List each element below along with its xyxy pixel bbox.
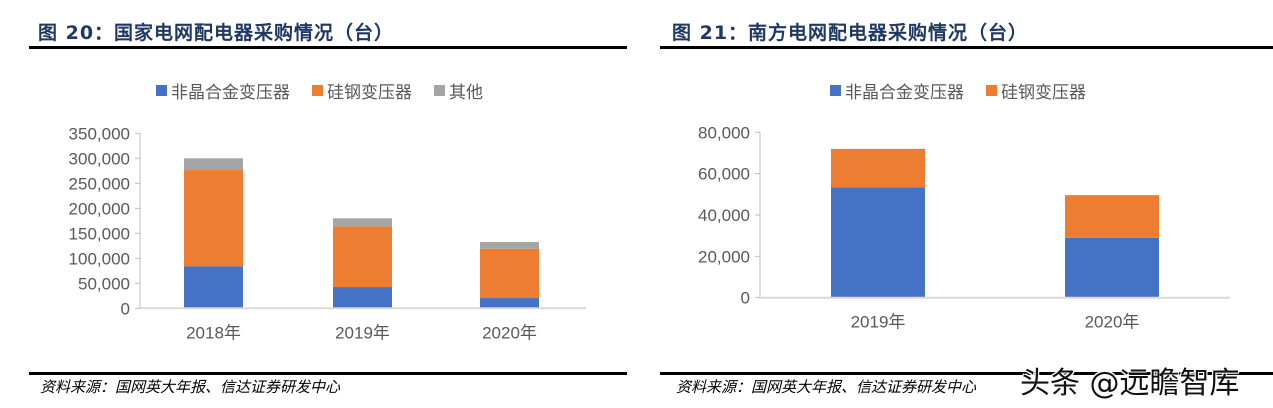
right-source-note: 资料来源：国网英大年报、信达证券研发中心: [676, 378, 977, 396]
y-tick-label: 80,000: [698, 123, 750, 142]
left-title-rule: [29, 46, 627, 49]
legend-swatch-icon: [156, 85, 167, 96]
legend-label: 其他: [449, 83, 483, 103]
bar-segment: [333, 287, 392, 309]
right-title-rule: [660, 46, 1273, 49]
legend-item: 硅钢变压器: [986, 78, 1086, 103]
left-source-rule: [29, 372, 627, 375]
right-legend: 非晶合金变压器 硅钢变压器: [830, 78, 1108, 103]
x-category-label: 2018年: [186, 323, 241, 342]
right-source-rule: [660, 372, 1273, 375]
legend-label: 非晶合金变压器: [171, 83, 290, 103]
bar-segment: [1065, 195, 1159, 238]
x-category-label: 2019年: [851, 313, 906, 332]
bar-segment: [184, 266, 243, 309]
y-tick-label: 50,000: [78, 274, 130, 293]
y-tick-label: 20,000: [698, 247, 750, 266]
left-chart-plot: 0 50,000 100,000 150,000 200,000 250,000 300,0…: [69, 124, 586, 342]
legend-swatch-icon: [986, 85, 997, 96]
x-category-label: 2020年: [482, 323, 537, 342]
y-tick-label: 250,000: [69, 174, 130, 193]
legend-swatch-icon: [830, 85, 841, 96]
bar-segment: [831, 187, 925, 298]
y-tick-label: 150,000: [69, 224, 130, 243]
x-category-label: 2020年: [1085, 313, 1140, 332]
legend-item: 非晶合金变压器: [830, 78, 964, 103]
bar-segment: [831, 148, 925, 188]
bar-segment: [480, 248, 539, 299]
legend-item: 非晶合金变压器: [156, 78, 290, 103]
bar-segment: [480, 242, 539, 249]
bar-segment: [480, 298, 539, 309]
bar-segment: [184, 170, 243, 267]
y-tick-label: 0: [121, 299, 130, 318]
legend-label: 非晶合金变压器: [845, 83, 964, 103]
legend-label: 硅钢变压器: [327, 83, 412, 103]
bar-segment: [184, 158, 243, 171]
right-chart-title: 图 21：南方电网配电器采购情况（台）: [672, 22, 1029, 44]
y-tick-label: 350,000: [69, 124, 130, 143]
y-tick-label: 100,000: [69, 249, 130, 268]
right-chart-plot: 0 20,000 40,000 60,000 80,000 2019年 2020年: [698, 123, 1230, 332]
legend-swatch-icon: [312, 85, 323, 96]
y-tick-label: 40,000: [698, 206, 750, 225]
legend-item: 其他: [434, 78, 483, 103]
x-category-label: 2019年: [335, 323, 390, 342]
legend-label: 硅钢变压器: [1001, 83, 1086, 103]
left-source-note: 资料来源：国网英大年报、信达证券研发中心: [40, 378, 341, 396]
y-tick-label: 300,000: [69, 149, 130, 168]
left-legend: 非晶合金变压器 硅钢变压器 其他: [156, 78, 505, 103]
legend-item: 硅钢变压器: [312, 78, 412, 103]
bar-segment: [333, 226, 392, 288]
y-tick-label: 200,000: [69, 199, 130, 218]
bar-segment: [1065, 237, 1159, 298]
watermark: 头条 @远瞻智库: [1020, 366, 1240, 401]
y-tick-label: 60,000: [698, 165, 750, 184]
y-tick-label: 0: [741, 289, 750, 308]
bar-segment: [333, 218, 392, 227]
legend-swatch-icon: [434, 85, 445, 96]
left-chart-title: 图 20：国家电网配电器采购情况（台）: [38, 22, 395, 44]
